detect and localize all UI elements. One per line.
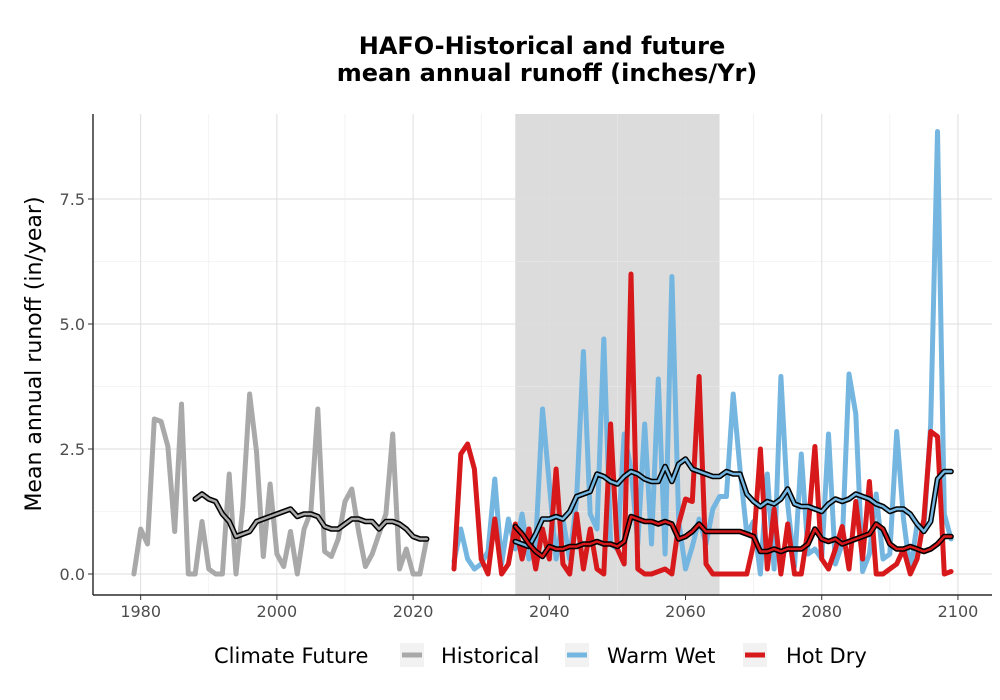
y-axis-title: Mean annual runoff (in/year) [22, 196, 47, 511]
legend-title: Climate Future [214, 644, 368, 668]
moving-average-line-1 [514, 457, 953, 548]
x-tick-label: 2080 [801, 602, 842, 621]
legend-label-warm-wet: Warm Wet [607, 644, 715, 668]
chart-title-line1: HAFO-Historical and future [359, 32, 726, 60]
moving-average-line-2 [514, 515, 953, 558]
x-tick-label: 2040 [529, 602, 570, 621]
series-line-historical [131, 391, 430, 577]
legend-label-hot-dry: Hot Dry [786, 644, 867, 668]
legend-label-historical: Historical [441, 644, 539, 668]
x-tick-label: 2100 [938, 602, 979, 621]
x-tick-label: 1980 [120, 602, 161, 621]
legend: Climate Future Historical Warm Wet Hot Dry [214, 643, 867, 668]
plot-area: 1980 2000 2020 2040 2060 2080 2100 0.0 2.5 5.0 7.5 [60, 114, 992, 621]
x-tick-label: 2000 [257, 602, 298, 621]
y-tick-label: 0.0 [60, 565, 85, 584]
y-tick-label: 2.5 [60, 440, 85, 459]
y-tick-label: 7.5 [60, 190, 85, 209]
x-tick-label: 2060 [665, 602, 706, 621]
x-tick-label: 2020 [393, 602, 434, 621]
chart-title-line2: mean annual runoff (inches/Yr) [337, 59, 758, 87]
y-tick-label: 5.0 [60, 315, 85, 334]
moving-average-line-0 [193, 492, 428, 541]
